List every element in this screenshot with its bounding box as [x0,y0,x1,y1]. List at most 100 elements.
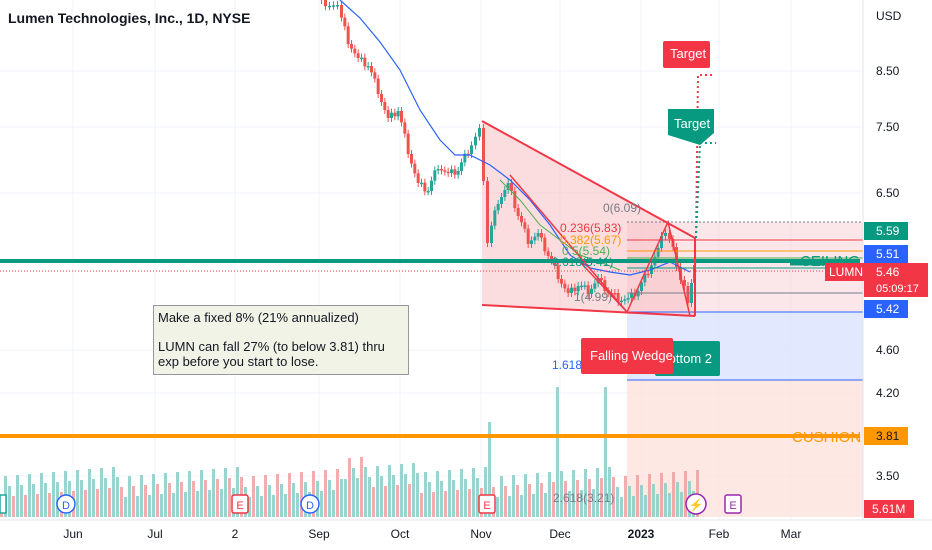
candle-body [533,236,537,241]
flash-marker-icon[interactable] [685,493,707,515]
earnings-marker[interactable] [478,494,496,514]
x-tick-label: Jul [147,527,162,541]
candle-body [336,5,339,7]
volume-bar [368,477,371,517]
volume-bar [524,474,527,517]
target-label-lower: Target [668,109,714,145]
volume-bar [16,475,19,517]
svg-text:5.46: 5.46 [876,265,900,279]
volume-bar [536,473,539,517]
event-marker-letter: D [306,500,314,512]
dividend-marker[interactable] [300,494,320,514]
volume-bar [212,469,215,517]
candle-body [340,5,343,18]
volume-bar [404,474,407,517]
volume-bar [84,490,87,517]
candle-body [530,240,533,244]
candle-body [426,191,430,193]
candle-body [413,163,417,174]
wedge-upper-line [481,120,696,239]
event-markers[interactable]: D E D E E ⚡ [0,493,742,515]
volume-bar [160,494,163,517]
volume-bar [20,485,23,517]
svg-text:Target: Target [670,46,707,61]
candle-body [343,17,347,27]
volume-bar [340,479,343,517]
volume-bar [128,476,131,517]
volume-bar [268,485,271,517]
earnings-marker[interactable] [724,494,742,514]
volume-bar [544,493,547,517]
svg-text:5.59: 5.59 [876,224,900,238]
volume-bar [272,495,275,517]
candle-body [636,291,640,297]
volume-bar [552,482,555,517]
candle-body [580,285,583,288]
volume-bar [384,486,387,517]
svg-text:5.42: 5.42 [876,302,900,316]
flash-icon: ⚡ [689,498,704,512]
candle-body [516,208,520,216]
volume-bar [476,478,479,517]
y-tick-label: 6.50 [876,186,900,200]
candle-body [470,145,473,154]
candle-body [573,287,577,292]
annotation-note[interactable]: Make a fixed 8% (21% annualized) LUMN ca… [153,305,409,375]
volume-bar [260,496,263,517]
svg-text:5.51: 5.51 [876,247,900,261]
volume-bar [624,476,627,517]
candle-body [430,180,433,191]
volume-bar [348,458,351,517]
candle-body [556,265,560,279]
candle-body [506,183,510,190]
candle-body [583,285,587,287]
event-marker-letter: E [729,500,736,512]
volume-bar [632,496,635,517]
candle-body [356,53,360,58]
svg-text:Falling Wedge: Falling Wedge [590,348,673,363]
volume-bar [508,496,511,517]
candle-body [646,273,650,276]
dividend-marker[interactable] [56,494,76,514]
candle-body [686,286,690,303]
volume-bar [360,457,363,517]
candle-body [436,169,440,171]
volume-bar [464,479,467,517]
fib-lines [627,221,863,381]
currency-label: USD [876,9,902,23]
volume-bar [224,468,227,517]
volume-bar [132,486,135,517]
volume-bar [176,472,179,517]
volume-bar [236,467,239,517]
candle-body [403,122,407,134]
volume-bar [296,493,299,517]
wedge-inner-line [509,174,628,313]
candle-body [593,283,597,289]
volume-bar [276,474,279,517]
candle-body [363,57,367,67]
candle-body [526,228,530,244]
volume-bar [284,494,287,517]
candle-body [433,170,437,181]
volume-bar [660,473,663,517]
volume-bar [344,479,347,517]
candle-body [640,282,643,291]
volume-bar [516,485,519,517]
x-tick-label: 2 [232,527,239,541]
volume-bar [484,467,487,517]
earnings-marker[interactable] [231,494,249,514]
candle-body [456,171,460,175]
volume-bar [196,491,199,517]
volume-bar [472,468,475,517]
candle-body [490,225,493,243]
volume-bar [640,485,643,517]
x-tick-label: 2023 [628,527,655,541]
volume-bar [580,490,583,517]
candle-body [668,233,671,239]
candle-body [536,233,540,237]
volume-bar [228,478,231,517]
candle-body [383,102,387,110]
volume-bar [120,487,123,517]
volume-bar [156,484,159,517]
